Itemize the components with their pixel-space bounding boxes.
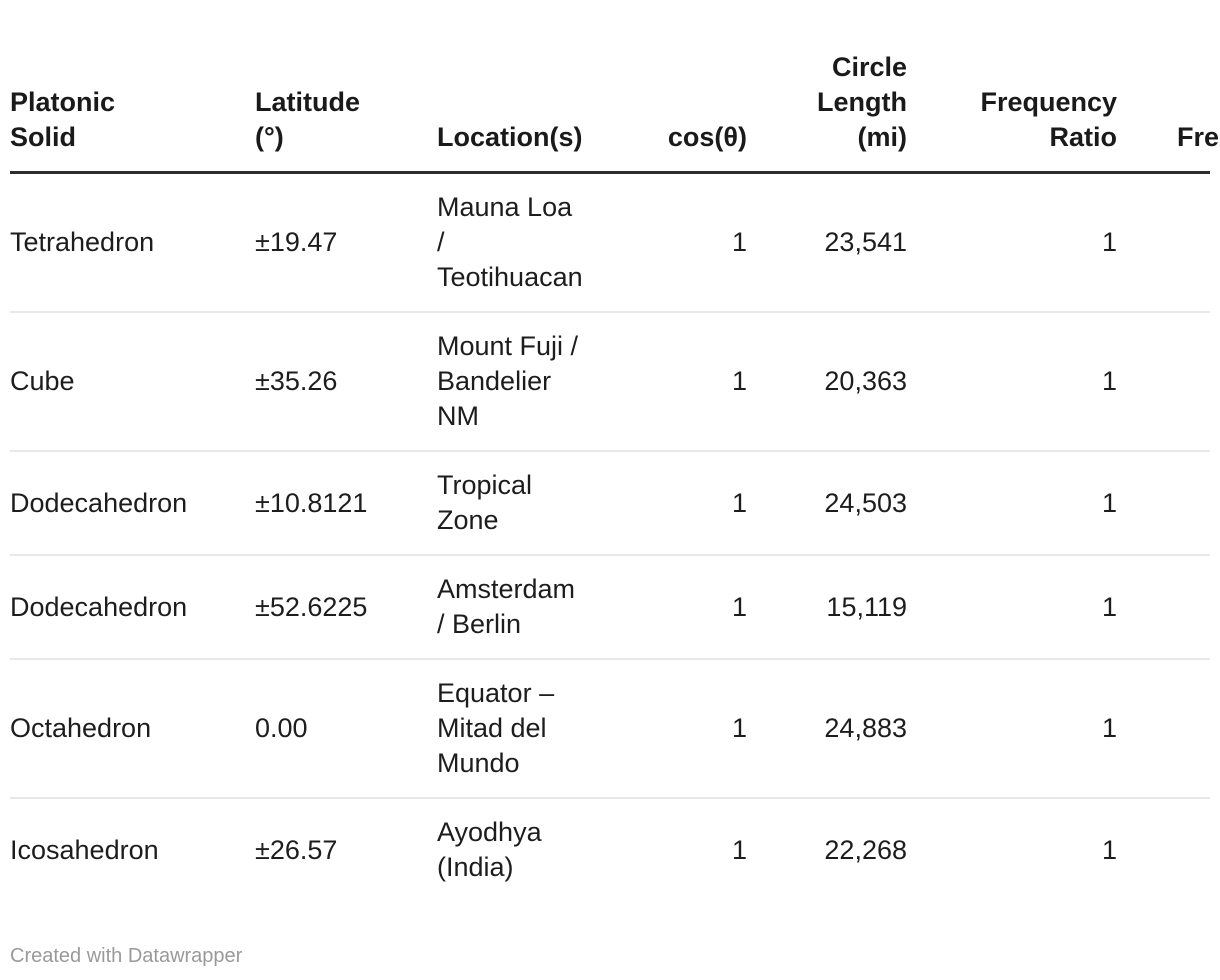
cell-circle-length: 24,503 [747, 451, 907, 556]
cell-cos-theta: 1 [600, 312, 747, 452]
cell-frequency-ratio: 1 [907, 451, 1117, 556]
table-header: Platonic Solid Latitude (°) Location(s) … [10, 10, 1219, 174]
cell-frequency-ratio: 1 [907, 172, 1117, 313]
cell-clipped [1117, 172, 1210, 313]
col-header-clipped-frequency: Fre [1117, 10, 1219, 174]
cell-cos-theta: 1 [731, 834, 747, 865]
header-row: Platonic Solid Latitude (°) Location(s) … [10, 10, 1219, 174]
col-header-platonic-solid: Platonic Solid [10, 10, 255, 174]
col-header-circle-length: Circle Length (mi) [747, 10, 907, 174]
cell-platonic-solid: Dodecahedron [10, 555, 255, 660]
table-row: Icosahedron ±26.57 Ayodhya (India) 1 22,… [10, 798, 1210, 901]
cell-cos-theta: 1 [600, 451, 747, 556]
cell-platonic-solid: Dodecahedron [10, 451, 255, 556]
data-table: Platonic Solid Latitude (°) Location(s) … [10, 10, 1219, 902]
cell-circle-length: 23,541 [747, 172, 907, 313]
cell-latitude: ±19.47 [255, 172, 437, 313]
col-header-latitude: Latitude (°) [255, 10, 437, 174]
cell-clipped [1117, 312, 1210, 452]
cell-location: Amsterdam / Berlin [437, 555, 600, 660]
cell-clipped [1117, 659, 1210, 799]
table-row: Octahedron 0.00 Equator – Mitad del Mund… [10, 659, 1210, 799]
cell-cos-theta: 1 [600, 659, 747, 799]
datawrapper-attribution-link[interactable]: Created with Datawrapper [10, 945, 243, 967]
cell-frequency-ratio: 1 [907, 312, 1117, 452]
cell-latitude: ±10.8121 [255, 451, 437, 556]
cell-circle-length: 15,119 [747, 555, 907, 660]
cell-frequency-ratio: 1 [907, 555, 1117, 660]
cell-location: Mauna Loa / Teotihuacan [437, 172, 600, 313]
cell-platonic-solid: Cube [10, 312, 255, 452]
cell-location: Ayodhya (India) [437, 817, 542, 882]
cell-circle-length: 20,363 [747, 312, 907, 452]
cell-latitude: ±35.26 [255, 312, 437, 452]
cell-latitude: ±26.57 [255, 834, 338, 865]
cell-latitude: 0.00 [255, 659, 437, 799]
cell-cos-theta: 1 [600, 172, 747, 313]
col-header-cos-theta: cos(θ) [600, 10, 747, 174]
table-body: Tetrahedron ±19.47 Mauna Loa / Teotihuac… [10, 172, 1210, 902]
cell-platonic-solid: Octahedron [10, 659, 255, 799]
table-row: Dodecahedron ±52.6225 Amsterdam / Berlin… [10, 555, 1210, 660]
cell-clipped [1117, 451, 1210, 556]
cell-platonic-solid: Icosahedron [10, 834, 159, 865]
cell-location: Mount Fuji / Bandelier NM [437, 312, 600, 452]
cell-latitude: ±52.6225 [255, 555, 437, 660]
table-row: Tetrahedron ±19.47 Mauna Loa / Teotihuac… [10, 172, 1210, 313]
cell-platonic-solid: Tetrahedron [10, 172, 255, 313]
col-header-locations: Location(s) [437, 10, 600, 174]
cell-location: Tropical Zone [437, 451, 600, 556]
cell-location: Equator – Mitad del Mundo [437, 659, 600, 799]
cell-clipped [1117, 555, 1210, 660]
cell-cos-theta: 1 [600, 555, 747, 660]
cell-circle-length: 22,268 [824, 834, 907, 865]
table-row: Dodecahedron ±10.8121 Tropical Zone 1 24… [10, 451, 1210, 556]
table-row: Cube ±35.26 Mount Fuji / Bandelier NM 1 … [10, 312, 1210, 452]
cell-frequency-ratio: 1 [907, 659, 1117, 799]
cell-circle-length: 24,883 [747, 659, 907, 799]
col-header-frequency-ratio: Frequency Ratio [907, 10, 1117, 174]
cell-clipped [1117, 798, 1210, 901]
cell-frequency-ratio: 1 [1101, 834, 1117, 865]
attribution-footer: Created with Datawrapper [10, 943, 1220, 969]
